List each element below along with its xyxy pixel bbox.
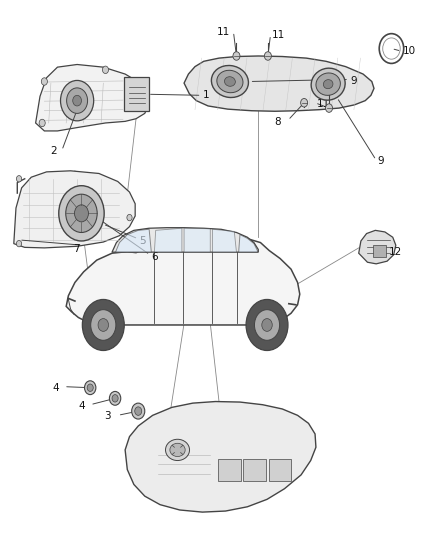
Ellipse shape (311, 68, 345, 100)
Text: 3: 3 (105, 411, 111, 422)
Circle shape (85, 381, 96, 394)
Polygon shape (184, 228, 210, 252)
Circle shape (325, 104, 332, 112)
Circle shape (73, 95, 81, 106)
Polygon shape (14, 171, 135, 248)
Circle shape (74, 205, 88, 222)
Ellipse shape (212, 66, 248, 98)
Circle shape (254, 310, 279, 340)
Circle shape (41, 78, 47, 85)
Polygon shape (184, 56, 374, 111)
Circle shape (262, 319, 272, 332)
Circle shape (66, 194, 97, 232)
Circle shape (110, 391, 121, 405)
Circle shape (16, 240, 21, 247)
FancyBboxPatch shape (373, 245, 386, 257)
Polygon shape (125, 401, 316, 512)
Text: 12: 12 (389, 247, 403, 256)
Polygon shape (212, 229, 237, 252)
Text: 11: 11 (217, 27, 230, 37)
Text: 7: 7 (73, 244, 79, 254)
FancyBboxPatch shape (244, 459, 266, 481)
Polygon shape (154, 228, 182, 252)
Ellipse shape (224, 77, 235, 86)
FancyBboxPatch shape (269, 459, 291, 481)
Text: 1: 1 (203, 90, 209, 100)
Circle shape (82, 300, 124, 351)
Circle shape (67, 88, 88, 114)
Circle shape (102, 66, 109, 74)
Ellipse shape (323, 79, 333, 88)
Circle shape (112, 394, 118, 402)
Circle shape (132, 403, 145, 419)
Circle shape (246, 300, 288, 351)
Circle shape (233, 52, 240, 60)
Text: 11: 11 (272, 30, 285, 40)
Text: 10: 10 (403, 46, 416, 56)
Polygon shape (239, 235, 258, 252)
Circle shape (300, 99, 307, 107)
Polygon shape (116, 229, 151, 252)
Text: 11: 11 (316, 99, 330, 109)
Circle shape (265, 52, 272, 60)
Polygon shape (112, 228, 258, 252)
Polygon shape (66, 235, 300, 325)
Text: 9: 9 (378, 156, 384, 166)
Circle shape (91, 310, 116, 340)
Ellipse shape (217, 70, 243, 93)
Ellipse shape (166, 439, 190, 461)
Circle shape (59, 185, 104, 241)
Text: 6: 6 (151, 252, 158, 262)
Text: 8: 8 (274, 117, 281, 127)
Ellipse shape (170, 443, 185, 457)
Circle shape (39, 119, 45, 127)
Text: 9: 9 (350, 77, 357, 86)
Text: 2: 2 (50, 146, 57, 156)
Circle shape (135, 407, 142, 415)
Text: 5: 5 (140, 236, 146, 246)
Circle shape (127, 214, 132, 221)
FancyBboxPatch shape (124, 77, 149, 111)
Ellipse shape (316, 73, 340, 95)
Circle shape (87, 384, 93, 391)
Polygon shape (359, 230, 396, 264)
Circle shape (60, 80, 94, 121)
Text: 4: 4 (52, 383, 59, 393)
Polygon shape (35, 64, 149, 131)
Circle shape (16, 175, 21, 182)
Circle shape (98, 319, 109, 332)
Text: 4: 4 (78, 401, 85, 411)
FancyBboxPatch shape (218, 459, 241, 481)
